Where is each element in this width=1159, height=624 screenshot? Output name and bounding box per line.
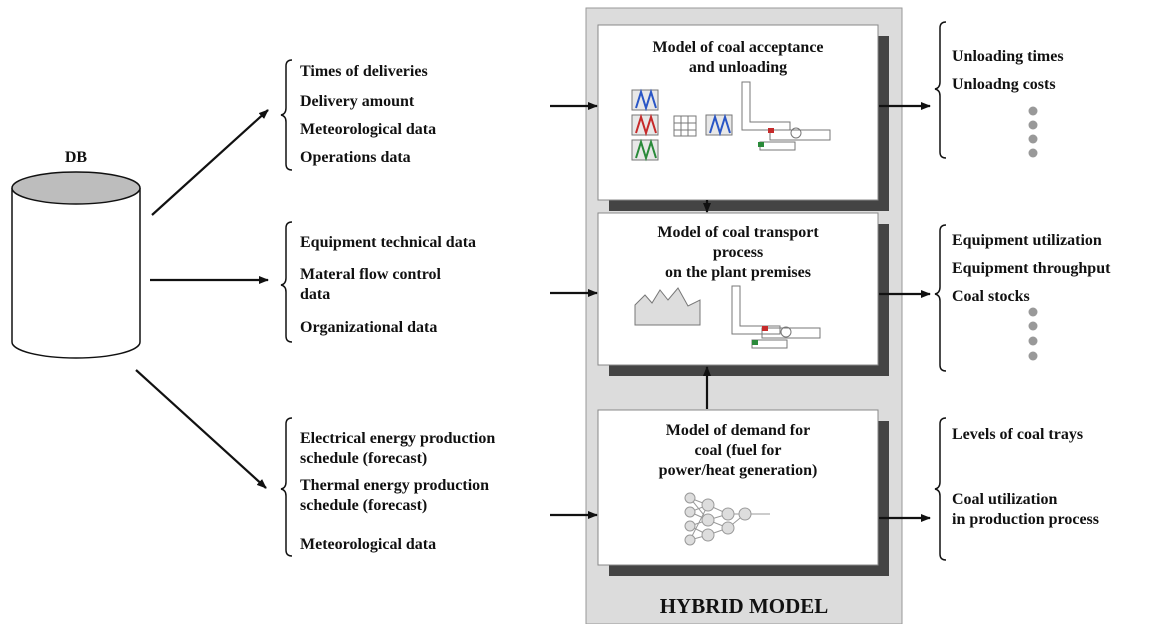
input-item: Materal flow control <box>300 266 442 283</box>
output-item: Equipment utilization <box>952 232 1102 249</box>
model-title: coal (fuel for <box>694 442 781 459</box>
model-title: process <box>713 244 763 261</box>
output-item: Unloadng costs <box>952 76 1056 93</box>
input-item: Meteorological data <box>300 536 436 553</box>
output-item: in production process <box>952 511 1099 528</box>
output-item: Levels of coal trays <box>952 426 1083 443</box>
output-item: Equipment throughput <box>952 260 1111 277</box>
output-item: Unloading times <box>952 48 1064 65</box>
input-item: Organizational data <box>300 319 437 336</box>
icon-neural-net <box>684 492 770 546</box>
input-item: data <box>300 286 330 303</box>
input-item: Equipment technical data <box>300 234 476 251</box>
input-item: Meteorological data <box>300 121 436 138</box>
arrow <box>151 109 269 216</box>
model-title: Model of coal transport <box>657 224 819 241</box>
input-item: Thermal energy production <box>300 477 489 494</box>
input-item: schedule (forecast) <box>300 450 427 467</box>
output-item: Coal utilization <box>952 491 1057 508</box>
icon-unloading <box>631 81 831 162</box>
icon-transport <box>634 285 821 349</box>
input-item: Delivery amount <box>300 93 415 110</box>
input-item: Electrical energy production <box>300 430 495 447</box>
input-item: Operations data <box>300 149 411 166</box>
input-item: schedule (forecast) <box>300 497 427 514</box>
arrow <box>135 369 267 489</box>
output-item: Coal stocks <box>952 288 1030 305</box>
model-box <box>597 212 889 376</box>
model-title: power/heat generation) <box>659 462 818 479</box>
db-cylinder <box>11 171 141 359</box>
model-title: Model of coal acceptance <box>652 39 823 56</box>
model-box <box>597 409 889 576</box>
model-title: Model of demand for <box>666 422 810 439</box>
ellipsis-dots <box>1028 106 1038 361</box>
model-title: on the plant premises <box>665 264 811 281</box>
db-label: DB <box>65 149 88 166</box>
model-title: and unloading <box>689 59 787 76</box>
brace <box>280 21 947 561</box>
footer: HYBRID MODEL <box>660 594 829 618</box>
input-item: Times of deliveries <box>300 63 428 80</box>
